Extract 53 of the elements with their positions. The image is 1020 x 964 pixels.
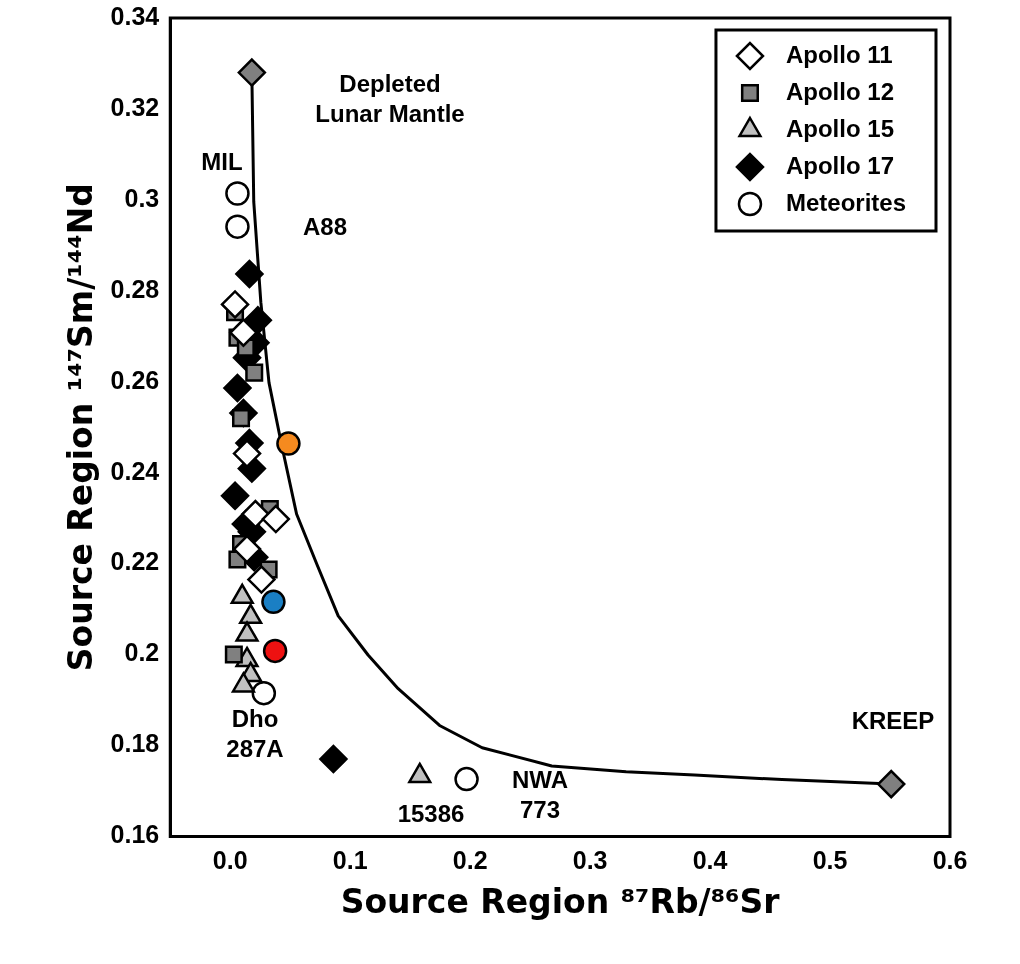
- x-tick-label: 0.3: [572, 846, 608, 875]
- legend-label: Apollo 15: [785, 114, 894, 142]
- x-tick-label: 0.6: [932, 846, 968, 875]
- point: [220, 290, 250, 319]
- y-tick-label: 0.22: [110, 547, 160, 576]
- annotation: NWA 773: [512, 765, 568, 823]
- y-axis-title: Source Region ¹⁴⁷Sm/¹⁴⁴Nd: [61, 183, 101, 672]
- point: [319, 744, 348, 774]
- legend-label: Apollo 17: [785, 151, 894, 179]
- y-tick-label: 0.32: [110, 92, 160, 121]
- point: [225, 214, 250, 239]
- point: [245, 363, 264, 382]
- annotation: MIL: [201, 147, 243, 175]
- point: [229, 318, 258, 347]
- point: [247, 565, 276, 594]
- x-tick-label: 0.1: [332, 846, 368, 875]
- point: [235, 259, 264, 289]
- x-tick-label: 0.2: [452, 846, 488, 875]
- y-tick-label: 0.24: [110, 456, 160, 485]
- point: [876, 769, 906, 799]
- point: [232, 534, 262, 564]
- point: [261, 589, 286, 615]
- legend-label: Apollo 11: [785, 40, 893, 68]
- annotation: KREEP: [851, 706, 935, 734]
- y-tick-label: 0.34: [110, 1, 160, 30]
- y-tick-label: 0.26: [110, 365, 160, 394]
- annotation: 15386: [397, 799, 465, 827]
- point: [225, 181, 250, 206]
- point: [262, 638, 288, 664]
- y-tick-label: 0.3: [124, 183, 160, 212]
- point: [223, 373, 252, 403]
- point: [232, 439, 262, 468]
- point: [224, 645, 243, 664]
- annotation: Dho 287A: [226, 704, 284, 762]
- point: [261, 504, 291, 534]
- point: [237, 58, 267, 87]
- x-tick-label: 0.0: [212, 846, 248, 875]
- legend-label: Meteorites: [785, 188, 907, 216]
- y-tick-label: 0.16: [110, 820, 160, 849]
- x-tick-label: 0.4: [692, 846, 728, 875]
- point: [454, 766, 479, 792]
- annotation: A88: [302, 212, 348, 240]
- x-tick-label: 0.5: [812, 846, 848, 875]
- legend-label: Apollo 12: [785, 77, 894, 105]
- y-tick-label: 0.28: [110, 274, 160, 303]
- point: [241, 499, 270, 529]
- point: [220, 481, 250, 511]
- y-tick-label: 0.18: [110, 729, 160, 758]
- point: [251, 680, 277, 706]
- point: [276, 431, 301, 456]
- y-tick-label: 0.2: [124, 638, 160, 667]
- x-axis-title: Source Region ⁸⁷Rb/⁸⁶Sr: [340, 881, 781, 921]
- annotation: Depleted Lunar Mantle: [315, 69, 465, 127]
